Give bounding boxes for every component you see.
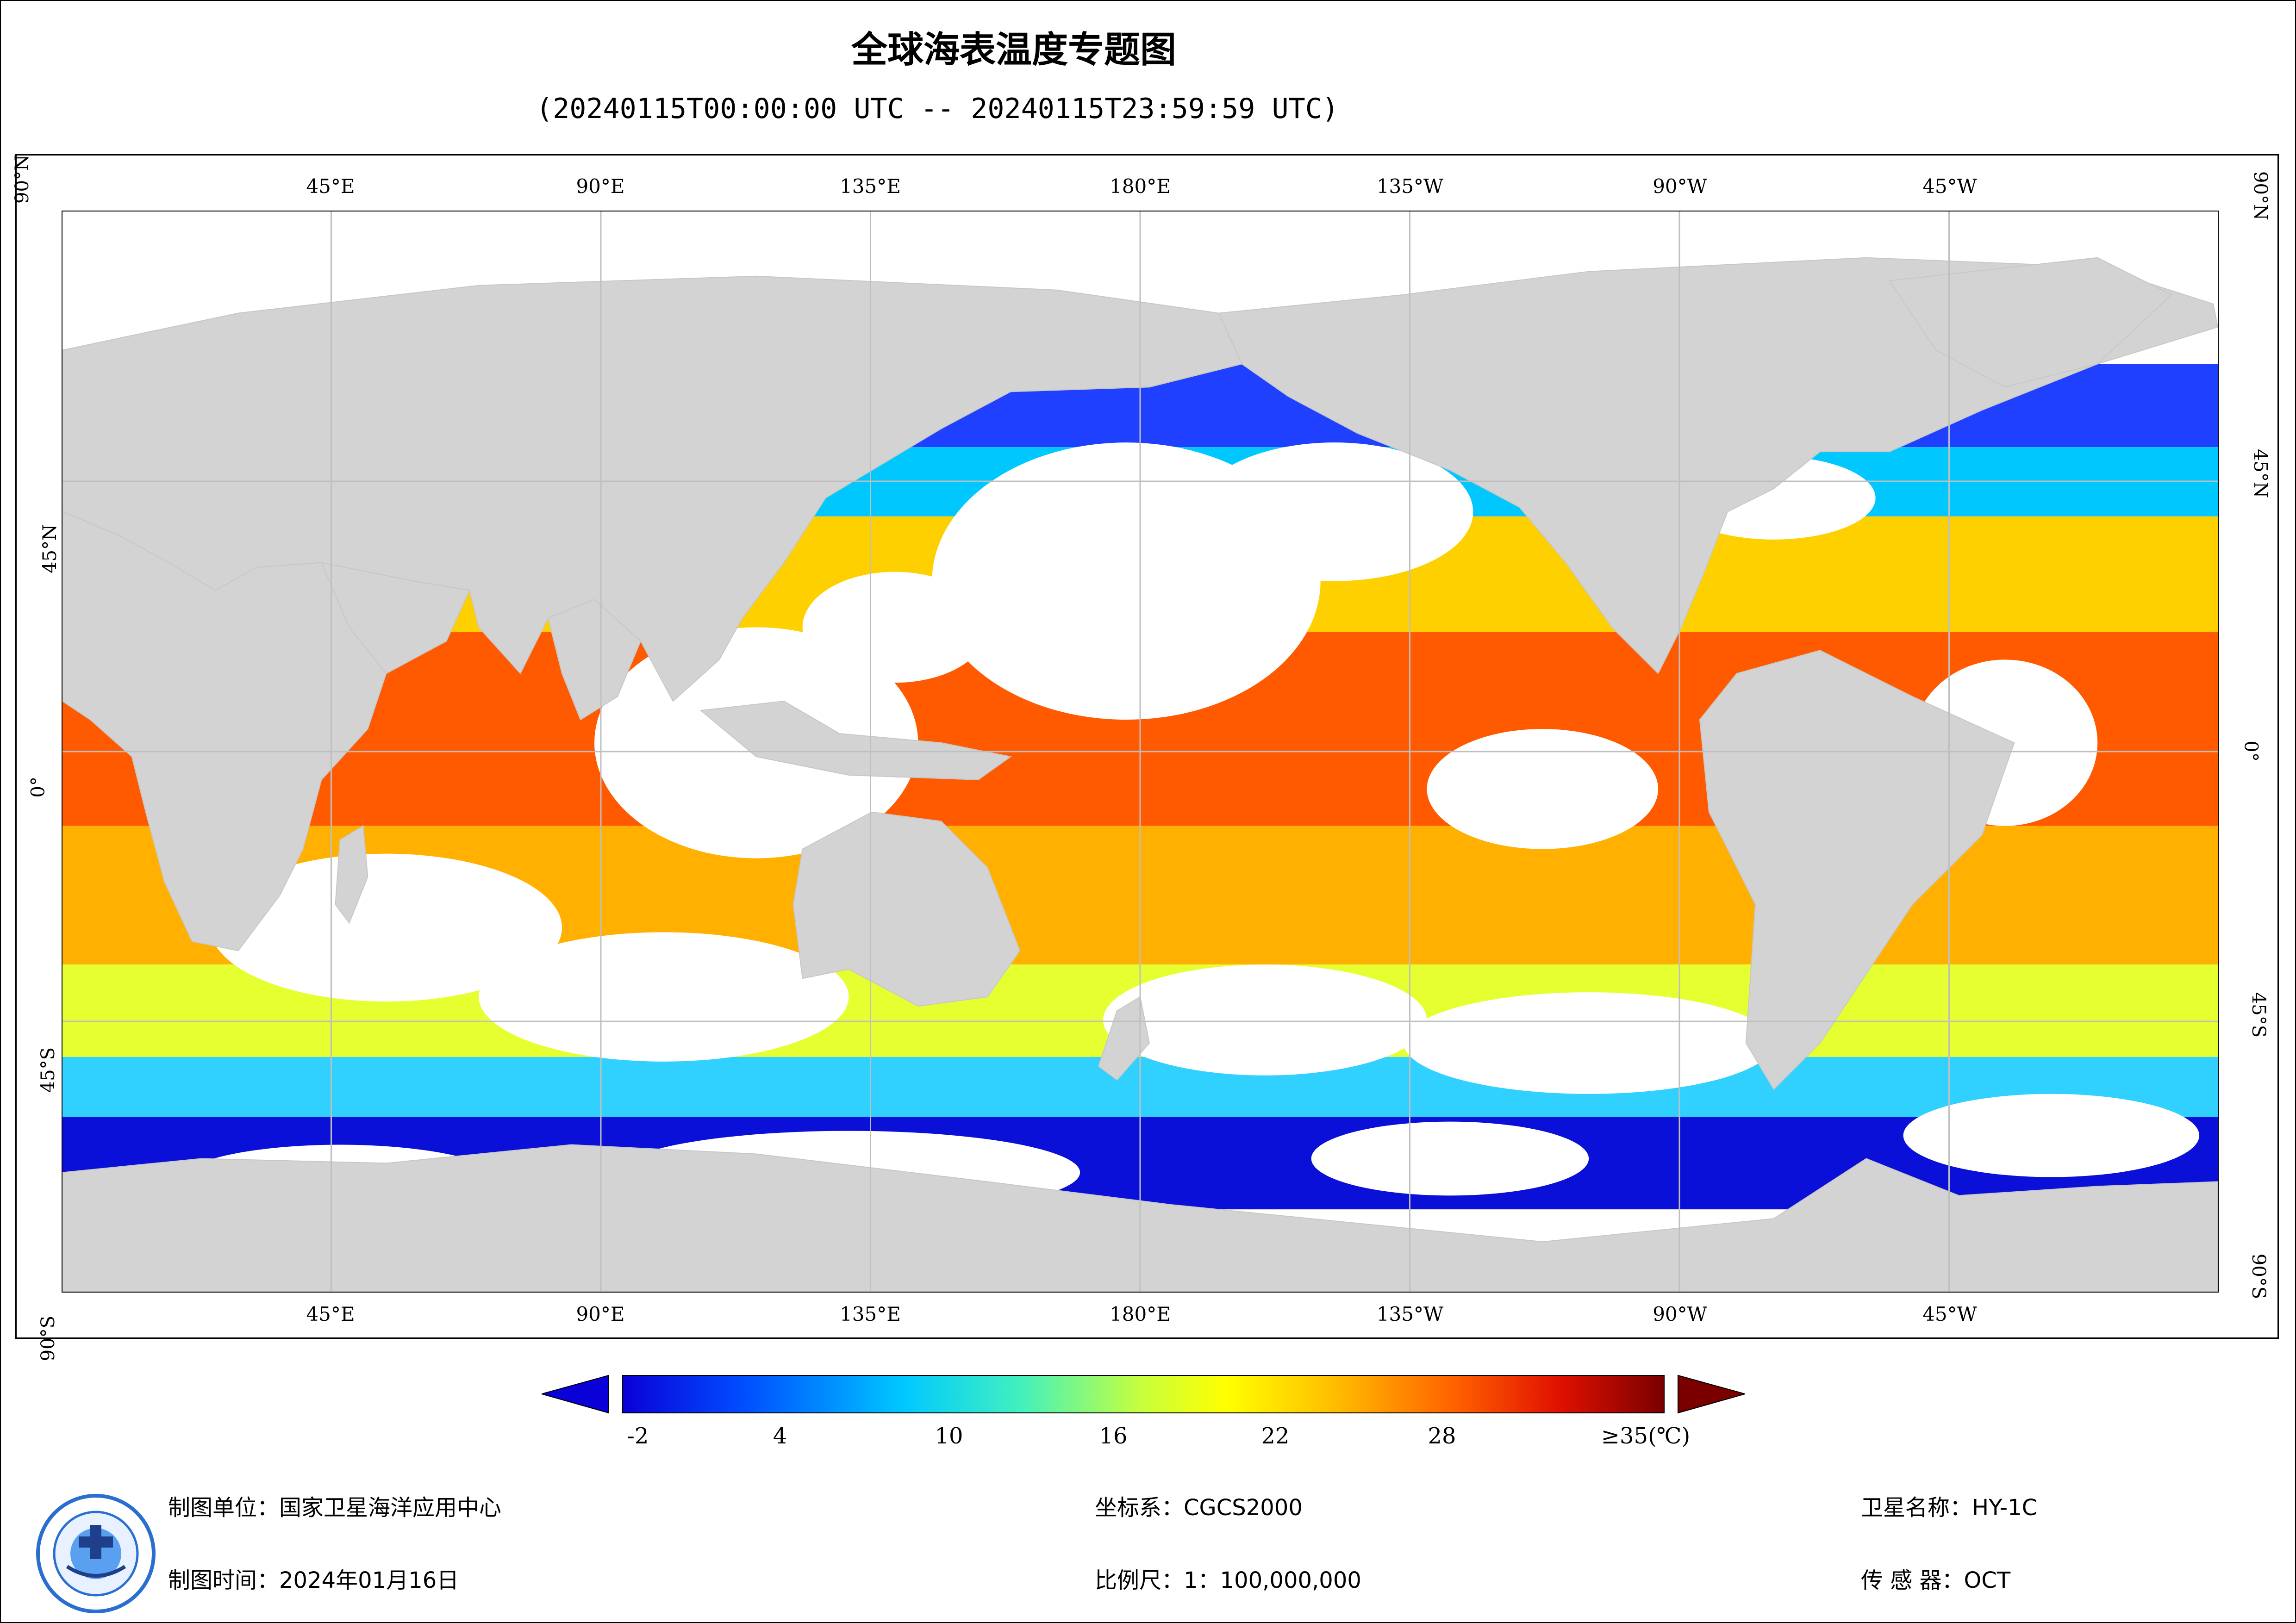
- colorbar-tick-label: -2: [627, 1423, 649, 1449]
- sensor-label: 传 感 器：OCT: [1861, 1562, 2010, 1594]
- colorbar-tick-label: ≥35(℃): [1601, 1423, 1690, 1449]
- org-label: 制图单位：国家卫星海洋应用中心: [168, 1489, 501, 1522]
- colorbar-min-arrow: [542, 1375, 609, 1413]
- lat-label-left: 45°N: [39, 524, 61, 573]
- lon-label-bottom: 135°W: [1377, 1303, 1443, 1325]
- date-label: 制图时间：2024年01月16日: [168, 1562, 459, 1594]
- map-subtitle: (20240115T00:00:00 UTC -- 20240115T23:59…: [0, 93, 1875, 125]
- colorbar-tick-label: 10: [935, 1423, 963, 1449]
- map-title: 全球海表温度专题图: [0, 21, 2028, 73]
- lon-label-bottom: 90°W: [1653, 1303, 1707, 1325]
- lat-label-left: 0°: [28, 777, 49, 797]
- lat-label-right: 90°S: [2248, 1254, 2269, 1299]
- lon-label-top: 90°E: [576, 175, 624, 198]
- lat-label-right: 45°S: [2248, 992, 2269, 1038]
- lon-label-bottom: 45°W: [1922, 1303, 1977, 1325]
- lon-label-bottom: 45°E: [306, 1303, 355, 1325]
- lat-label-left: 90°S: [37, 1316, 59, 1361]
- scale-label: 比例尺：1：100,000,000: [1095, 1562, 1361, 1594]
- crs-label: 坐标系：CGCS2000: [1095, 1489, 1303, 1522]
- colorbar-max-arrow: [1678, 1375, 1745, 1413]
- lon-label-top: 45°E: [306, 175, 355, 198]
- sst-map-svg: [62, 211, 2218, 1292]
- lat-label-right: 45°N: [2250, 449, 2271, 498]
- colorbar-tick-label: 4: [773, 1423, 787, 1449]
- lon-label-top: 90°W: [1653, 175, 1707, 198]
- lon-label-top: 45°W: [1922, 175, 1977, 198]
- lat-label-right: 0°: [2240, 740, 2262, 761]
- colorbar-tick-label: 16: [1099, 1423, 1127, 1449]
- colorbar: [542, 1372, 1745, 1416]
- lon-label-bottom: 90°E: [576, 1303, 624, 1325]
- nsoas-logo: [35, 1492, 157, 1615]
- colorbar-tick-label: 28: [1428, 1423, 1456, 1449]
- lon-label-top: 135°E: [840, 175, 901, 198]
- lat-label-left: 45°S: [37, 1047, 59, 1093]
- colorbar-tick-label: 22: [1261, 1423, 1289, 1449]
- satellite-label: 卫星名称：HY-1C: [1861, 1489, 2037, 1522]
- lat-label-left: 90°N: [12, 155, 33, 204]
- lon-label-bottom: 180°E: [1110, 1303, 1171, 1325]
- colorbar-gradient: [623, 1375, 1664, 1413]
- lon-label-top: 135°W: [1377, 175, 1443, 198]
- lon-label-top: 180°E: [1110, 175, 1171, 198]
- sst-map: [62, 211, 2219, 1293]
- lat-label-right: 90°N: [2250, 171, 2271, 220]
- lon-label-bottom: 135°E: [840, 1303, 901, 1325]
